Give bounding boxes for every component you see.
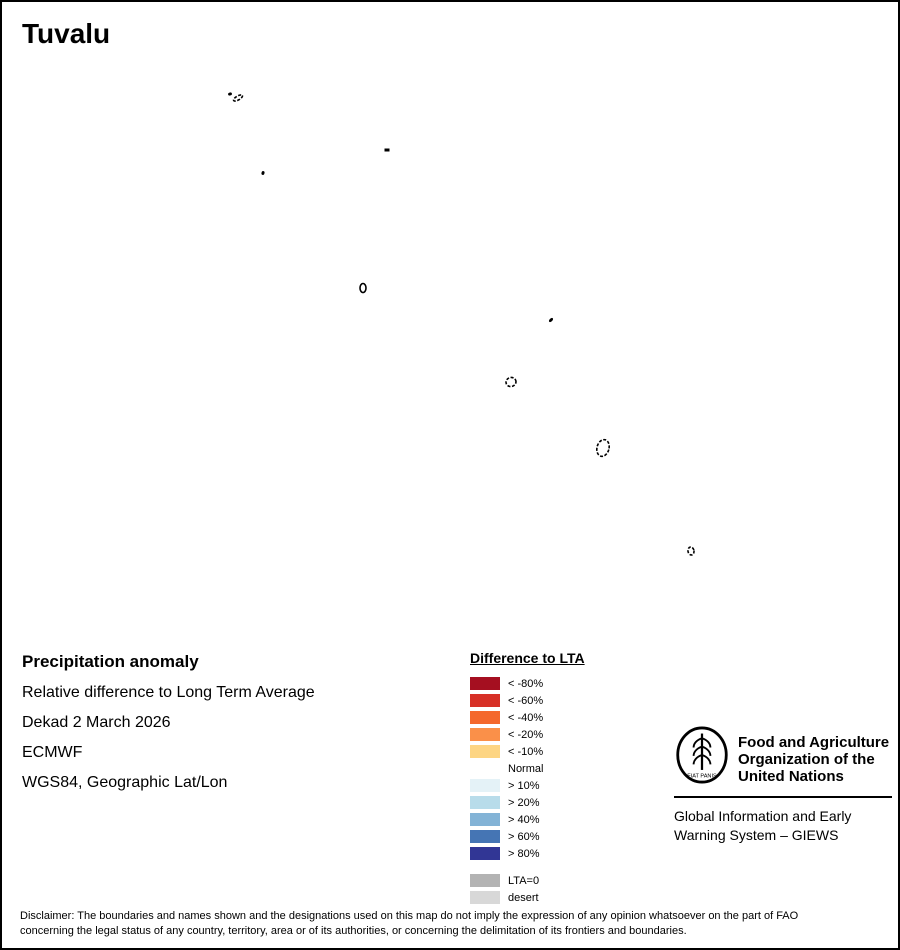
island-shape <box>596 438 610 458</box>
legend-item-label: > 20% <box>508 796 540 809</box>
page-title: Tuvalu <box>22 18 111 49</box>
legend-item: > 20% <box>470 794 585 811</box>
text-line: Warning System – GIEWS <box>674 827 839 843</box>
disclaimer: Disclaimer: The boundaries and names sho… <box>20 909 798 938</box>
giews-label: Global Information and Early Warning Sys… <box>674 807 892 845</box>
legend-item: < -40% <box>470 709 585 726</box>
legend-item-label: LTA=0 <box>508 874 540 887</box>
island-shape <box>232 94 244 102</box>
legend-swatch <box>470 745 500 758</box>
fao-logo-icon: FIAT PANIS <box>676 726 728 784</box>
legend-swatch <box>470 677 500 690</box>
legend-item: < -10% <box>470 743 585 760</box>
legend-swatch <box>470 694 500 707</box>
legend: Difference to LTA < -80% < -60% < -40% < -2… <box>470 650 585 906</box>
legend-item: LTA=0 <box>470 872 585 889</box>
legend-title: Difference to LTA <box>470 650 585 666</box>
legend-swatch <box>470 847 500 860</box>
text-line: United Nations <box>738 768 844 785</box>
legend-item: Normal <box>470 760 585 777</box>
legend-item: desert <box>470 889 585 906</box>
legend-item: > 40% <box>470 811 585 828</box>
legend-item: > 10% <box>470 777 585 794</box>
legend-item-label: desert <box>508 891 539 904</box>
dekad-label: Dekad 2 March 2026 <box>22 714 171 731</box>
divider <box>674 796 892 798</box>
legend-item-label: < -60% <box>508 694 544 707</box>
island-shape <box>228 92 232 96</box>
legend-items: < -80% < -60% < -40% < -20% < -10% Normal > 10… <box>470 675 585 906</box>
text-line: Disclaimer: The boundaries and names sho… <box>20 910 799 922</box>
fao-org-name: Food and Agriculture Organization of the… <box>738 734 889 785</box>
text-line: Food and Agriculture <box>738 734 890 751</box>
legend-spacer <box>470 862 585 872</box>
text-line: Organization of the <box>738 751 875 768</box>
legend-swatch <box>470 813 500 826</box>
legend-item-label: < -20% <box>508 728 544 741</box>
legend-swatch <box>470 779 500 792</box>
fao-branding: FIAT PANIS Food and Agriculture Organiza… <box>674 724 892 845</box>
island-shape <box>261 171 265 175</box>
legend-item: < -80% <box>470 675 585 692</box>
text-line: concerning the legal status of any count… <box>20 924 687 937</box>
legend-item-label: Normal <box>508 762 544 775</box>
legend-swatch <box>470 830 500 843</box>
legend-item-label: > 80% <box>508 847 540 860</box>
island-shape <box>505 376 517 388</box>
legend-item-label: > 10% <box>508 779 540 792</box>
legend-item-label: < -10% <box>508 745 544 758</box>
legend-item-label: > 40% <box>508 813 540 826</box>
legend-item-label: > 60% <box>508 830 540 843</box>
legend-swatch <box>470 796 500 809</box>
legend-item: < -60% <box>470 692 585 709</box>
legend-swatch <box>470 711 500 724</box>
legend-item: > 60% <box>470 828 585 845</box>
fao-logo-row: FIAT PANIS Food and Agriculture Organiza… <box>674 724 892 786</box>
projection-label: WGS84, Geographic Lat/Lon <box>22 774 228 791</box>
legend-swatch <box>470 891 500 904</box>
island-shape <box>359 282 367 294</box>
data-source: ECMWF <box>22 744 83 761</box>
map-metadata: Precipitation anomaly Relative differenc… <box>22 652 315 804</box>
legend-item-label: < -80% <box>508 677 544 690</box>
legend-item: > 80% <box>470 845 585 862</box>
legend-swatch <box>470 874 500 887</box>
legend-swatch <box>470 762 500 775</box>
text-line: Global Information and Early <box>674 808 852 824</box>
product-name: Precipitation anomaly <box>22 652 199 671</box>
legend-item-label: < -40% <box>508 711 544 724</box>
legend-swatch <box>470 728 500 741</box>
legend-item: < -20% <box>470 726 585 743</box>
product-description: Relative difference to Long Term Average <box>22 684 315 701</box>
island-shape <box>548 317 554 323</box>
island-shape <box>384 148 390 152</box>
island-shape <box>687 546 695 556</box>
fao-motto: FIAT PANIS <box>687 773 717 779</box>
